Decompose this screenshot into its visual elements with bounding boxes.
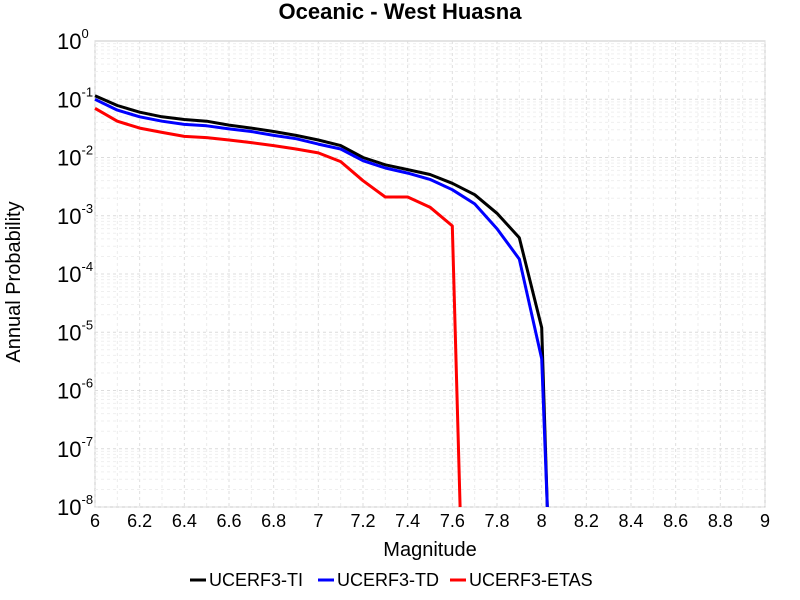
x-tick-label: 7.2 <box>350 511 375 531</box>
series-line-ucerf3-etas <box>94 107 462 508</box>
y-axis-label: Annual Probability <box>3 201 25 362</box>
chart-title: Oceanic - West Huasna <box>279 0 523 24</box>
x-tick-label: 7.8 <box>484 511 509 531</box>
y-tick-label: 10-2 <box>57 143 93 171</box>
y-tick-label: 10-7 <box>57 434 93 462</box>
y-tick-label: 10-1 <box>57 84 93 112</box>
series-line-ucerf3-td <box>94 97 549 508</box>
x-tick-label: 8.4 <box>618 511 643 531</box>
y-tick-label: 10-8 <box>57 492 93 520</box>
x-tick-label: 8.2 <box>574 511 599 531</box>
x-tick-label: 7.4 <box>395 511 420 531</box>
y-tick-label: 10-6 <box>57 376 93 404</box>
x-tick-label: 7 <box>313 511 323 531</box>
series-line-ucerf3-ti <box>94 94 549 508</box>
y-tick-label: 10-5 <box>57 317 93 345</box>
x-axis-label: Magnitude <box>383 539 476 561</box>
x-tick-label: 6.2 <box>127 511 152 531</box>
legend-label: UCERF3-TI <box>209 570 303 590</box>
x-tick-label: 6.6 <box>216 511 241 531</box>
x-tick-label: 8 <box>537 511 547 531</box>
y-tick-labels: 10-8 10-7 10-6 10-5 10-4 10-3 10-2 10-1 100 <box>57 26 93 520</box>
legend-label: UCERF3-TD <box>337 570 439 590</box>
y-tick-label: 10-3 <box>57 201 93 229</box>
y-tick-label: 100 <box>57 26 89 54</box>
x-tick-label: 8.6 <box>663 511 688 531</box>
y-tick-label: 10-4 <box>57 259 93 287</box>
x-tick-label: 7.6 <box>440 511 465 531</box>
x-tick-label: 6 <box>90 511 100 531</box>
x-tick-label: 9 <box>760 511 770 531</box>
x-tick-labels: 6 6.2 6.4 6.6 6.8 7 7.2 7.4 7.6 7.8 8 8.2 8.4 8.6 8.8 9 <box>90 511 770 531</box>
series-layer <box>94 94 549 508</box>
x-tick-label: 6.4 <box>172 511 197 531</box>
x-tick-label: 8.8 <box>708 511 733 531</box>
x-tick-label: 6.8 <box>261 511 286 531</box>
legend: UCERF3-TI UCERF3-TD UCERF3-ETAS <box>190 570 593 590</box>
grid-lines <box>94 41 766 508</box>
legend-label: UCERF3-ETAS <box>469 570 593 590</box>
